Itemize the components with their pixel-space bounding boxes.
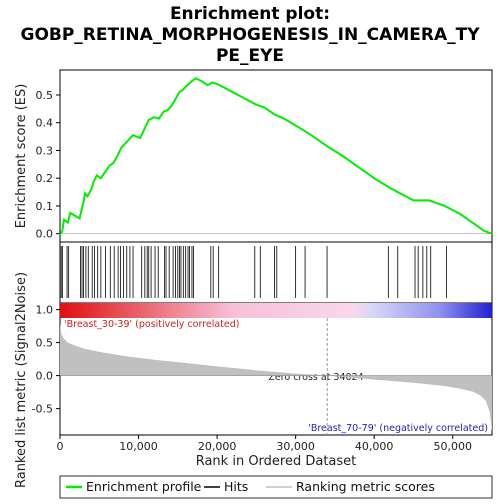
x-tick-label: 10,000 <box>119 440 158 453</box>
x-ticks: 0 10,000 20,000 30,000 40,000 50,000 <box>57 435 472 453</box>
es-y-ticks: 0.0 0.1 0.2 0.3 0.4 0.5 <box>36 89 60 241</box>
x-tick-label: 40,000 <box>355 440 394 453</box>
x-tick-label: 20,000 <box>198 440 237 453</box>
es-y-tick-label: 0.5 <box>36 89 54 102</box>
legend-label-ranking: Ranking metric scores <box>296 479 435 494</box>
ranked-y-tick-label: 1.0 <box>36 304 54 317</box>
hits-layer <box>60 246 447 298</box>
x-tick-label: 30,000 <box>276 440 315 453</box>
legend-label-hits: Hits <box>224 479 248 494</box>
negative-correlation-label: 'Breast_70-79' (negatively correlated) <box>308 423 488 434</box>
ranking-metric-area <box>60 324 492 432</box>
chart-title-line-1: Enrichment plot: <box>170 4 330 24</box>
enrichment-profile-line <box>59 77 493 236</box>
es-panel-frame <box>59 69 493 243</box>
x-axis-label: Rank in Ordered Dataset <box>196 454 357 469</box>
positive-correlation-label: 'Breast_30-39' (positively correlated) <box>64 319 240 330</box>
zero-cross-label: Zero cross at 34024 <box>268 372 363 383</box>
ranked-y-tick-label: -0.5 <box>32 403 53 416</box>
es-y-axis-label: Enrichment score (ES) <box>14 84 29 229</box>
legend-label-enrichment: Enrichment profile <box>86 479 202 494</box>
ranked-y-tick-label: 0.0 <box>36 370 54 383</box>
chart-title-line-2: GOBP_RETINA_MORPHOGENESIS_IN_CAMERA_TY <box>20 25 480 45</box>
es-y-tick-label: 0.0 <box>36 228 54 241</box>
ranking-metric-layer <box>60 318 492 435</box>
ranked-y-tick-label: 0.5 <box>36 337 54 350</box>
ranked-y-ticks: 1.0 0.5 0.0 -0.5 <box>32 304 60 416</box>
x-tick-label: 50,000 <box>433 440 472 453</box>
x-tick-label: 0 <box>57 440 64 453</box>
es-y-tick-label: 0.1 <box>36 200 54 213</box>
es-y-tick-label: 0.2 <box>36 172 54 185</box>
ranked-y-axis-label: Ranked list metric (Signal2Noise) <box>14 272 29 488</box>
es-y-tick-label: 0.4 <box>36 117 54 130</box>
chart-title-line-3: PE_EYE <box>216 46 284 66</box>
es-y-tick-label: 0.3 <box>36 144 54 157</box>
enrichment-curve-layer <box>59 77 493 236</box>
rank-color-strip <box>60 303 492 318</box>
